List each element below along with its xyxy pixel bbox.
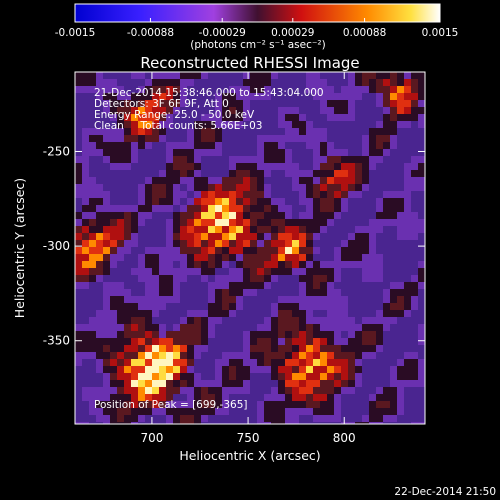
colorbar-tick-label: 0.00088 [343,27,386,39]
detectors-text: Detectors: 3F 6F 9F, Att 0 [94,98,229,110]
annotation-block: 21-Dec-2014 15:38:46.000 to 15:43:04.000… [94,87,324,132]
x-tick-label: 700 [140,431,163,445]
colorbar-tick-label: 0.00029 [271,27,314,39]
peak-position-text: Position of Peak = [699,-365] [94,399,248,411]
colorbar-ticks: -0.0015 -0.00088 -0.00029 0.00029 0.00088 0.0… [55,18,459,39]
energy-range-text: Energy Range: 25.0 - 50.0 keV [94,109,255,121]
x-axis-label: Heliocentric X (arcsec) [179,448,320,463]
colorbar-tick-label: -0.00088 [127,27,174,39]
colorbar [74,3,441,23]
colorbar-tick-label: -0.00029 [199,27,246,39]
x-axis-ticks: 700 750 800 [140,72,356,445]
colorbar-unit-label: (photons cm⁻² s⁻¹ asec⁻²) [190,39,325,51]
rhessi-image [75,72,425,424]
time-range-text: 21-Dec-2014 15:38:46.000 to 15:43:04.000 [94,87,324,99]
plot-frame [74,71,426,425]
x-tick-label: 800 [333,431,356,445]
plot-title: Reconstructed RHESSI Image [140,54,359,72]
y-axis-label: Heliocentric Y (arcsec) [12,178,27,318]
y-tick-label: -300 [43,239,70,253]
colorbar-tick-label: 0.0015 [422,27,459,39]
x-tick-label: 750 [237,431,260,445]
method-counts-text: Clean Total counts: 5.66E+03 [94,120,263,132]
y-axis-ticks: -250 -300 -350 [43,144,425,348]
y-tick-label: -350 [43,334,70,348]
colorbar-tick-label: -0.0015 [55,27,96,39]
y-tick-label: -250 [43,144,70,158]
plot-timestamp: 22-Dec-2014 21:50 [394,486,496,498]
